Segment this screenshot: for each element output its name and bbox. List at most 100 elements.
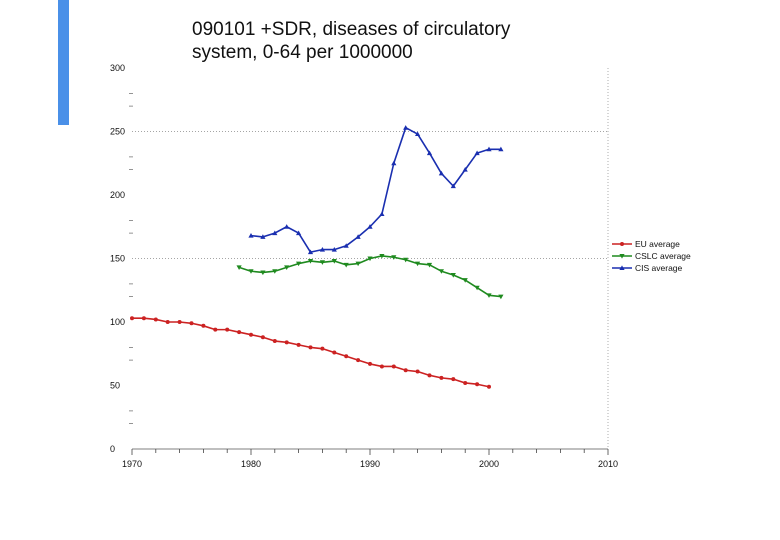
data-point <box>201 323 206 328</box>
x-tick-label-2000: 2000 <box>479 459 499 469</box>
legend-label: CSLC average <box>635 251 691 261</box>
data-point <box>284 340 289 345</box>
data-point <box>403 368 408 373</box>
data-point <box>462 167 468 172</box>
data-point <box>296 230 302 236</box>
data-point <box>391 364 396 369</box>
data-point <box>272 230 278 236</box>
series-cis-average <box>248 125 504 255</box>
data-point <box>248 269 254 274</box>
chart-title: 090101 +SDR, diseases of circulatory sys… <box>192 18 510 64</box>
data-point <box>487 384 491 389</box>
data-point <box>451 377 456 382</box>
data-point <box>141 316 146 321</box>
y-tick-label-200: 200 <box>110 190 125 200</box>
data-point <box>403 125 409 130</box>
data-point <box>391 255 397 260</box>
data-point <box>450 183 456 189</box>
data-point <box>260 335 265 340</box>
legend-label: EU average <box>635 239 680 249</box>
data-point <box>177 320 182 324</box>
series-line <box>238 255 501 298</box>
data-point <box>331 259 337 264</box>
data-point <box>403 257 409 263</box>
data-point <box>248 233 254 238</box>
data-point <box>130 316 134 321</box>
data-point <box>320 346 325 351</box>
series-group <box>130 125 504 389</box>
data-point <box>391 160 397 166</box>
data-point <box>439 375 444 380</box>
data-point <box>236 265 242 270</box>
x-tick-label-1980: 1980 <box>241 459 261 469</box>
data-point <box>165 320 170 324</box>
data-point <box>343 262 349 268</box>
data-point <box>426 150 433 156</box>
data-point <box>272 269 278 274</box>
data-point <box>355 234 361 239</box>
data-point <box>415 369 420 374</box>
x-tick-label-1990: 1990 <box>360 459 380 469</box>
data-point <box>486 293 492 298</box>
data-point <box>307 259 314 264</box>
data-point <box>260 270 266 276</box>
y-tick-label-50: 50 <box>110 381 120 391</box>
series-line <box>132 317 490 388</box>
axis-ticks: 0 50 100 150 200 250 300 1970 1980 1990 2000 2010 <box>110 63 618 469</box>
y-tick-label-0: 0 <box>110 444 115 454</box>
data-point <box>284 224 290 229</box>
y-tick-label-250: 250 <box>110 127 125 137</box>
x-tick-label-1970: 1970 <box>122 459 142 469</box>
accent-bar <box>58 0 69 125</box>
data-point <box>438 170 444 176</box>
series-line <box>250 126 501 253</box>
data-point <box>379 364 384 369</box>
data-point <box>368 361 372 366</box>
data-point <box>367 256 373 262</box>
data-point <box>367 224 373 229</box>
chart-title-line-1: 090101 +SDR, diseases of circulatory <box>192 19 511 40</box>
legend-marker <box>620 242 624 246</box>
legend-item-cslc-average: CSLC average <box>612 251 691 261</box>
legend-marker <box>619 254 625 259</box>
data-point <box>498 294 504 300</box>
y-tick-label-100: 100 <box>110 317 125 327</box>
data-point <box>426 262 433 268</box>
data-point <box>355 261 361 267</box>
data-point <box>272 339 277 344</box>
data-point <box>344 354 349 359</box>
data-point <box>319 247 325 252</box>
data-point <box>438 269 444 274</box>
data-point <box>213 327 218 332</box>
data-point <box>237 330 242 335</box>
series-cslc-average <box>236 253 504 300</box>
data-point <box>474 285 480 291</box>
data-point <box>498 146 504 152</box>
data-point <box>427 373 432 378</box>
series-eu-average <box>130 316 491 389</box>
data-point <box>379 253 385 259</box>
data-point <box>332 350 337 355</box>
data-point <box>284 265 290 270</box>
legend-item-eu-average: EU average <box>612 239 680 249</box>
data-point <box>308 345 313 350</box>
data-point <box>307 249 314 255</box>
data-point <box>153 317 158 322</box>
chart-title-line-2: system, 0-64 per 1000000 <box>192 42 413 63</box>
y-tick-label-300: 300 <box>110 63 125 73</box>
data-point <box>474 150 480 156</box>
data-point <box>331 247 337 252</box>
data-point <box>415 131 421 137</box>
data-point <box>450 273 456 278</box>
data-point <box>475 382 480 387</box>
gridlines <box>132 131 608 259</box>
legend-marker <box>619 265 625 270</box>
data-point <box>462 278 468 283</box>
data-point <box>319 260 325 265</box>
data-point <box>296 342 301 347</box>
data-point <box>415 261 421 267</box>
data-point <box>486 146 492 152</box>
legend: EU average CSLC average CIS average <box>612 239 691 273</box>
data-point <box>379 211 385 217</box>
